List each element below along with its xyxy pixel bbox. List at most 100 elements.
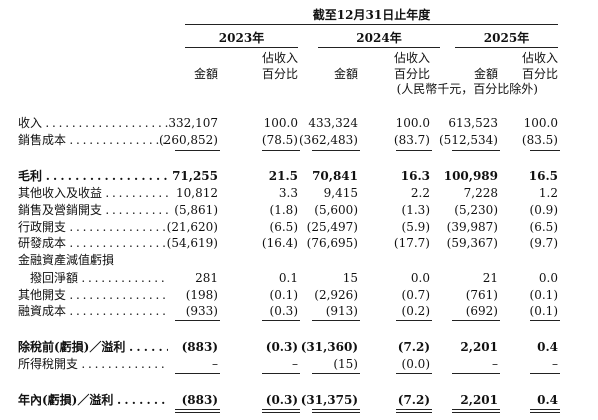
rule: [396, 150, 432, 151]
row-label: 收入: [18, 116, 168, 130]
row-label: 年內(虧損)／溢利: [18, 393, 168, 407]
cell: 281: [195, 271, 218, 285]
cell: (913): [325, 304, 358, 318]
cell: (198): [185, 288, 218, 302]
rule: [262, 320, 300, 321]
cell: (0.3): [265, 340, 298, 354]
rule: [175, 409, 220, 410]
cell: (5,230): [454, 203, 498, 217]
cell: (1.8): [269, 203, 298, 217]
percent-header: 百分比: [393, 67, 430, 81]
percent-header: 百分比: [521, 67, 558, 81]
cell: (16.4): [261, 236, 298, 250]
cell: 332,107: [168, 116, 218, 130]
cell: 70,841: [312, 169, 358, 183]
cell: 0.4: [537, 393, 558, 407]
rule: [452, 320, 500, 321]
cell: 433,324: [308, 116, 358, 130]
rule: [452, 150, 500, 151]
cell: (39,987): [446, 220, 498, 234]
cell: (76,695): [306, 236, 358, 250]
rule: [396, 320, 432, 321]
year-header: 2023年: [218, 31, 265, 45]
percent-header: 佔收入: [261, 51, 298, 65]
cell: (59,367): [446, 236, 498, 250]
cell: 71,255: [172, 169, 218, 183]
rule: [312, 412, 360, 413]
rule: [318, 47, 440, 48]
rule: [312, 150, 360, 151]
cell: 16.3: [400, 169, 430, 183]
cell: (6.5): [529, 220, 558, 234]
cell: 100,989: [443, 169, 498, 183]
percent-header: 百分比: [261, 67, 298, 81]
rule: [530, 412, 560, 413]
cell: 10,812: [176, 186, 218, 200]
rule: [185, 24, 558, 25]
cell: (83.5): [521, 133, 558, 147]
row-label: 研發成本: [18, 236, 168, 250]
rule: [530, 150, 560, 151]
cell: 21: [482, 271, 498, 285]
cell: (31,360): [300, 340, 358, 354]
cell: –: [552, 357, 558, 371]
cell: –: [212, 357, 218, 371]
cell: (15): [333, 357, 358, 371]
cell: 3.3: [278, 186, 298, 200]
amount-header: 金額: [473, 67, 498, 81]
cell: 15: [342, 271, 358, 285]
cell: (883): [181, 393, 218, 407]
rule: [396, 373, 432, 374]
cell: 9,415: [323, 186, 358, 200]
rule: [530, 320, 560, 321]
cell: (0.0): [401, 357, 430, 371]
rule: [262, 412, 300, 413]
cell: (692): [465, 304, 498, 318]
cell: (0.1): [529, 304, 558, 318]
rule: [262, 373, 300, 374]
cell: (2,926): [314, 288, 358, 302]
cell: (9.7): [529, 236, 558, 250]
cell: 7,228: [463, 186, 498, 200]
row-label: 其他開支: [18, 288, 168, 302]
row-label: 行政開支: [18, 220, 168, 234]
cell: 0.4: [537, 340, 558, 354]
cell: (31,375): [300, 393, 358, 407]
cell: (0.9): [529, 203, 558, 217]
cell: (0.3): [269, 304, 298, 318]
cell: (7.2): [397, 340, 430, 354]
cell: 2.2: [410, 186, 430, 200]
row-label: 撥回淨額: [30, 271, 168, 285]
row-label: 其他收入及收益: [18, 186, 168, 200]
cell: 0.0: [538, 271, 558, 285]
rule: [175, 373, 220, 374]
unit-note: (人民幣千元，百分比除外): [396, 82, 538, 96]
cell: (17.7): [393, 236, 430, 250]
cell: (1.3): [401, 203, 430, 217]
percent-header: 佔收入: [393, 51, 430, 65]
rule: [530, 409, 560, 410]
rule: [312, 409, 360, 410]
row-label: 金融資產減值虧損: [18, 253, 115, 267]
rule: [455, 47, 558, 48]
row-label: 毛利: [18, 169, 168, 183]
year-header: 2025年: [483, 31, 530, 45]
row-label: 銷售成本: [18, 133, 168, 147]
rule: [452, 373, 500, 374]
rule: [175, 150, 220, 151]
rule: [396, 409, 432, 410]
amount-header: 金額: [193, 67, 218, 81]
cell: 613,523: [448, 116, 498, 130]
cell: (883): [181, 340, 218, 354]
percent-header: 佔收入: [521, 51, 558, 65]
cell: (260,852): [159, 133, 218, 147]
rule: [312, 320, 360, 321]
cell: 0.1: [278, 271, 298, 285]
rule: [396, 412, 432, 413]
rule: [530, 373, 560, 374]
cell: (6.5): [269, 220, 298, 234]
cell: –: [292, 357, 298, 371]
cell: 100.0: [395, 116, 430, 130]
rule: [175, 412, 220, 413]
